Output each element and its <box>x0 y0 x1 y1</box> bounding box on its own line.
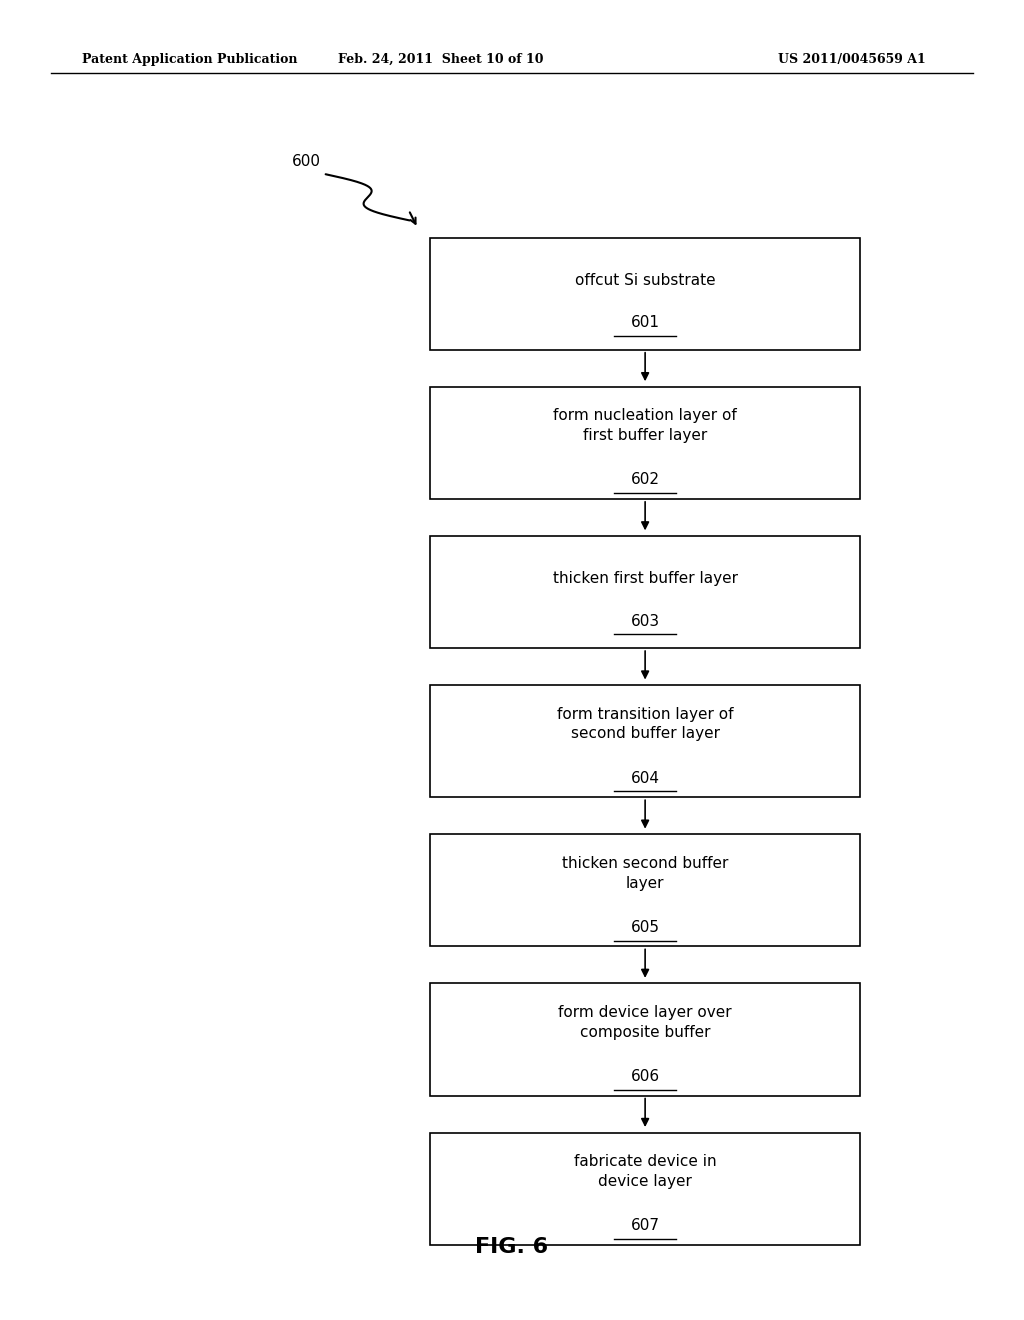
FancyBboxPatch shape <box>430 685 860 797</box>
FancyBboxPatch shape <box>430 238 860 350</box>
Text: US 2011/0045659 A1: US 2011/0045659 A1 <box>778 53 926 66</box>
FancyBboxPatch shape <box>430 387 860 499</box>
Text: 604: 604 <box>631 771 659 785</box>
FancyBboxPatch shape <box>430 1133 860 1245</box>
Text: Feb. 24, 2011  Sheet 10 of 10: Feb. 24, 2011 Sheet 10 of 10 <box>338 53 543 66</box>
Text: fabricate device in
device layer: fabricate device in device layer <box>573 1154 717 1189</box>
Text: 600: 600 <box>292 153 321 169</box>
Text: 605: 605 <box>631 920 659 935</box>
Text: 602: 602 <box>631 473 659 487</box>
FancyBboxPatch shape <box>430 983 860 1096</box>
Text: form nucleation layer of
first buffer layer: form nucleation layer of first buffer la… <box>553 408 737 444</box>
Text: FIG. 6: FIG. 6 <box>475 1237 549 1258</box>
Text: 606: 606 <box>631 1069 659 1084</box>
Text: 603: 603 <box>631 614 659 628</box>
Text: 607: 607 <box>631 1218 659 1233</box>
Text: 601: 601 <box>631 315 659 330</box>
Text: offcut Si substrate: offcut Si substrate <box>574 273 716 288</box>
Text: form device layer over
composite buffer: form device layer over composite buffer <box>558 1005 732 1040</box>
Text: thicken first buffer layer: thicken first buffer layer <box>553 572 737 586</box>
Text: Patent Application Publication: Patent Application Publication <box>82 53 297 66</box>
Text: form transition layer of
second buffer layer: form transition layer of second buffer l… <box>557 706 733 742</box>
FancyBboxPatch shape <box>430 834 860 946</box>
FancyBboxPatch shape <box>430 536 860 648</box>
Text: thicken second buffer
layer: thicken second buffer layer <box>562 855 728 891</box>
